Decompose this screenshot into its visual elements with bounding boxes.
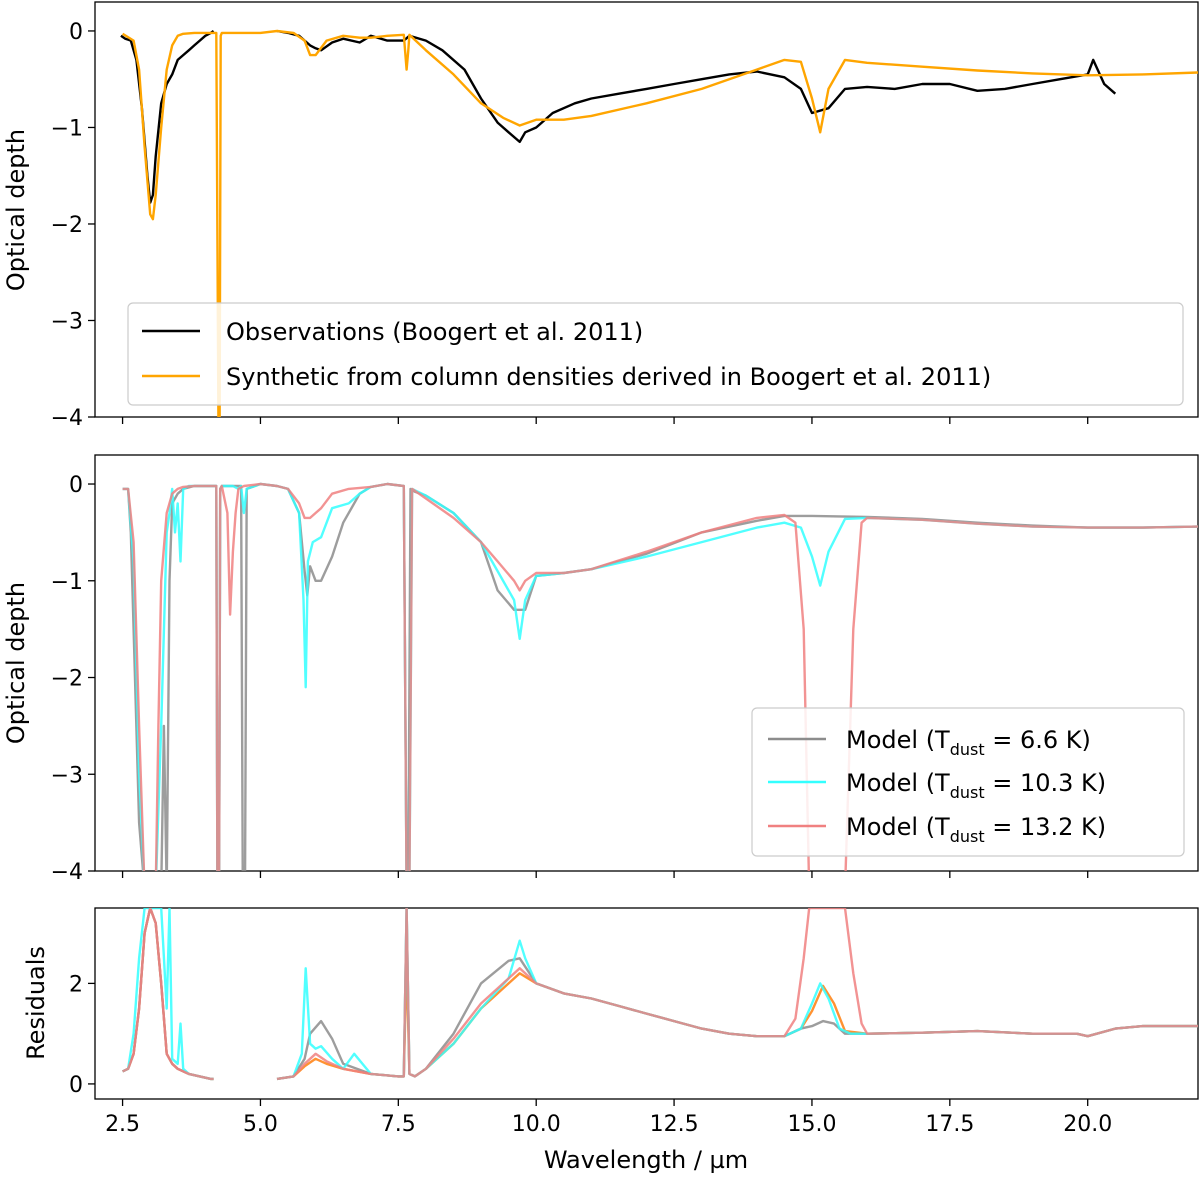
panel-bottom-frame — [94, 907, 1199, 1100]
panel-middle-series — [122, 482, 1198, 871]
series-line-2-0 — [122, 908, 1198, 1081]
panel-top-legend-box — [127, 302, 1184, 406]
panel-top-frame — [94, 1, 1199, 418]
ytick-label: −4 — [51, 406, 83, 431]
series-line-0-1 — [121, 29, 1198, 417]
ytick-label: 0 — [69, 473, 83, 498]
panel-middle-xticks — [121, 871, 1089, 878]
panel-middle-ylabel: Optical depth — [2, 582, 30, 744]
panel-bottom-yticks: 02 — [69, 972, 95, 1098]
legend-label-synthetic: Synthetic from column densities derived … — [226, 363, 991, 391]
ytick-label: −4 — [51, 860, 83, 885]
panel-bottom-series — [122, 908, 1198, 1081]
panel-middle: 0 −1 −2 −3 −4 Optical depth Model (Tdust = 6… — [2, 454, 1199, 885]
legend-label-model-10-3: Model (Tdust = 10.3 K) — [846, 769, 1106, 802]
series-line-2-2 — [122, 908, 1198, 1081]
ytick-label: −3 — [51, 763, 83, 788]
panel-middle-yticks: 0 −1 −2 −3 −4 — [51, 473, 95, 885]
ytick-label: −3 — [51, 309, 83, 334]
ytick-label: −2 — [51, 213, 83, 238]
xtick-label: 20.0 — [1063, 1112, 1112, 1137]
series-line-1-2 — [122, 482, 1198, 871]
panel-top: 0 −1 −2 −3 −4 Optical depth Observations (Bo… — [2, 1, 1199, 431]
xtick-label: 7.5 — [381, 1112, 416, 1137]
ytick-label: −2 — [51, 667, 83, 692]
ytick-label: 2 — [69, 972, 83, 997]
series-line-0-0-part2 — [276, 29, 1117, 144]
ytick-label: −1 — [51, 116, 83, 141]
legend-label-observations: Observations (Boogert et al. 2011) — [226, 318, 643, 346]
panel-bottom-ylabel: Residuals — [22, 946, 50, 1060]
ytick-label: −1 — [51, 570, 83, 595]
legend-label-model-13-2: Model (Tdust = 13.2 K) — [846, 813, 1106, 846]
panel-bottom-xticks: 2.5 5.0 7.5 10.0 12.5 15.0 17.5 20.0 — [105, 1099, 1112, 1137]
panel-top-yticks: 0 −1 −2 −3 −4 — [51, 20, 95, 431]
panel-bottom-xlabel: Wavelength / µm — [544, 1146, 748, 1174]
ytick-label: 0 — [69, 1073, 83, 1098]
xtick-label: 10.0 — [512, 1112, 561, 1137]
panel-top-series — [120, 29, 1198, 417]
panel-top-ylabel: Optical depth — [2, 129, 30, 291]
xtick-label: 2.5 — [105, 1112, 140, 1137]
panel-middle-legend: Model (Tdust = 6.6 K) Model (Tdust = 10.… — [751, 707, 1185, 857]
panel-bottom: 02 2.5 5.0 7.5 10.0 12.5 15.0 17.5 20.0 Residua… — [22, 907, 1199, 1174]
series-line-2-1 — [122, 908, 1198, 1081]
panel-top-legend: Observations (Boogert et al. 2011) Synth… — [127, 302, 1184, 406]
series-line-1-1 — [122, 482, 1198, 871]
panel-middle-legend-box — [751, 707, 1185, 857]
panel-middle-frame — [94, 454, 1199, 872]
xtick-label: 5.0 — [243, 1112, 278, 1137]
ytick-label: 0 — [69, 20, 83, 45]
xtick-label: 15.0 — [787, 1112, 836, 1137]
series-line-1-0 — [122, 482, 1198, 871]
legend-label-model-6-6: Model (Tdust = 6.6 K) — [846, 726, 1091, 759]
panel-top-xticks — [121, 417, 1089, 424]
xtick-label: 12.5 — [650, 1112, 699, 1137]
series-line-0-0 — [120, 30, 215, 204]
xtick-label: 17.5 — [925, 1112, 974, 1137]
series-line-2-3 — [122, 908, 1198, 1081]
